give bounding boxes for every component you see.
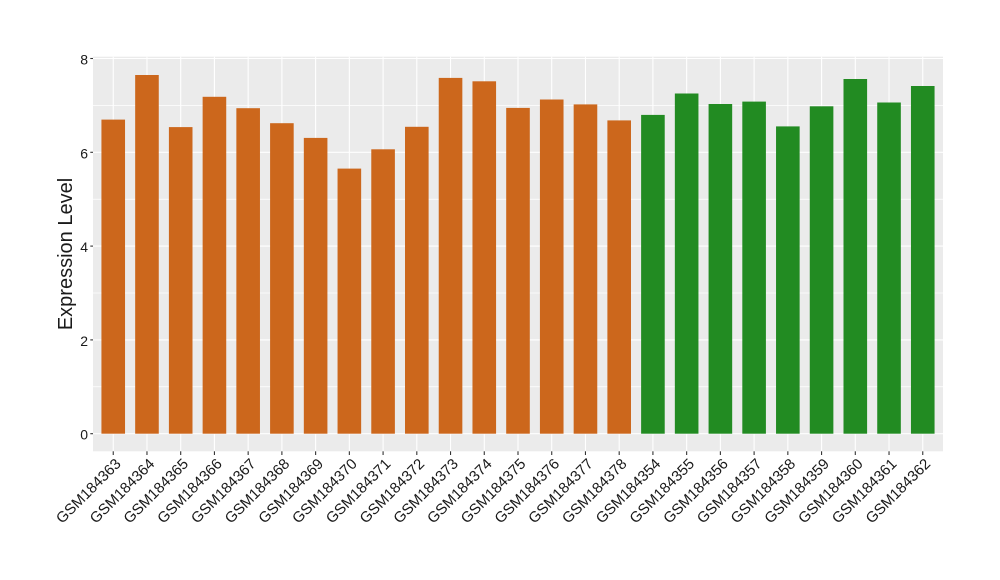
svg-text:Expression Level: Expression Level — [55, 178, 77, 330]
svg-text:0: 0 — [80, 427, 88, 443]
svg-text:6: 6 — [80, 145, 88, 161]
svg-text:8: 8 — [80, 52, 88, 68]
svg-text:2: 2 — [80, 333, 88, 349]
svg-text:4: 4 — [80, 239, 88, 255]
